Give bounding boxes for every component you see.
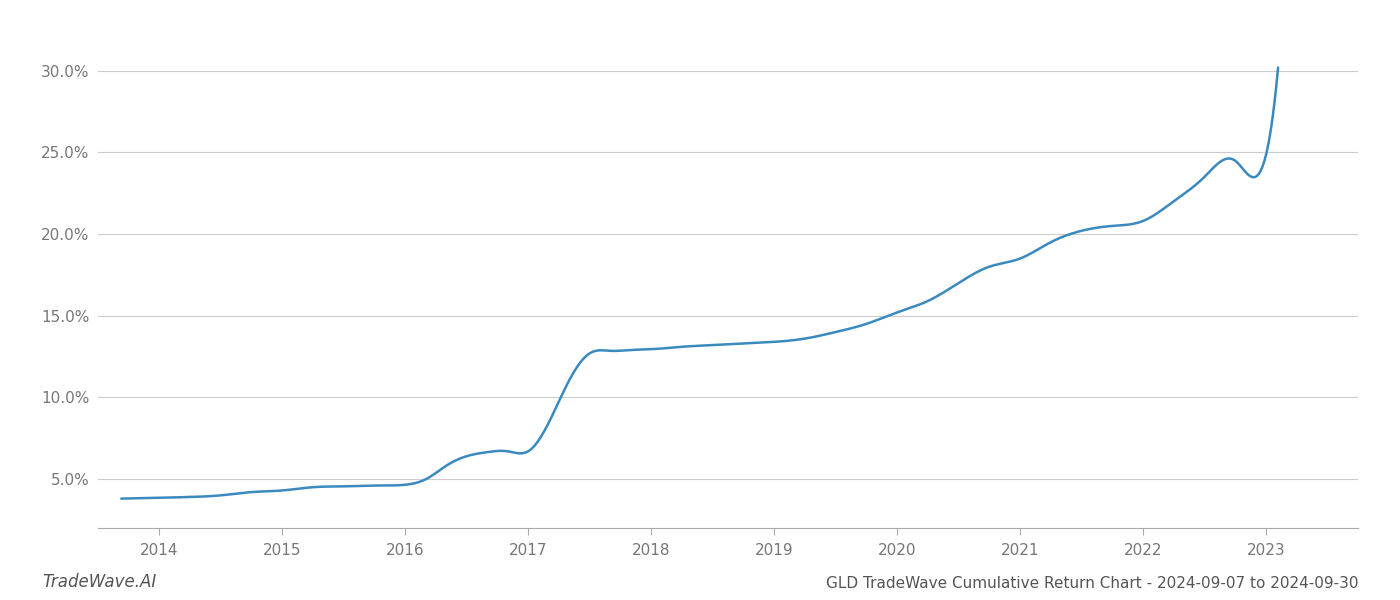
Text: TradeWave.AI: TradeWave.AI: [42, 573, 157, 591]
Text: GLD TradeWave Cumulative Return Chart - 2024-09-07 to 2024-09-30: GLD TradeWave Cumulative Return Chart - …: [826, 576, 1358, 591]
